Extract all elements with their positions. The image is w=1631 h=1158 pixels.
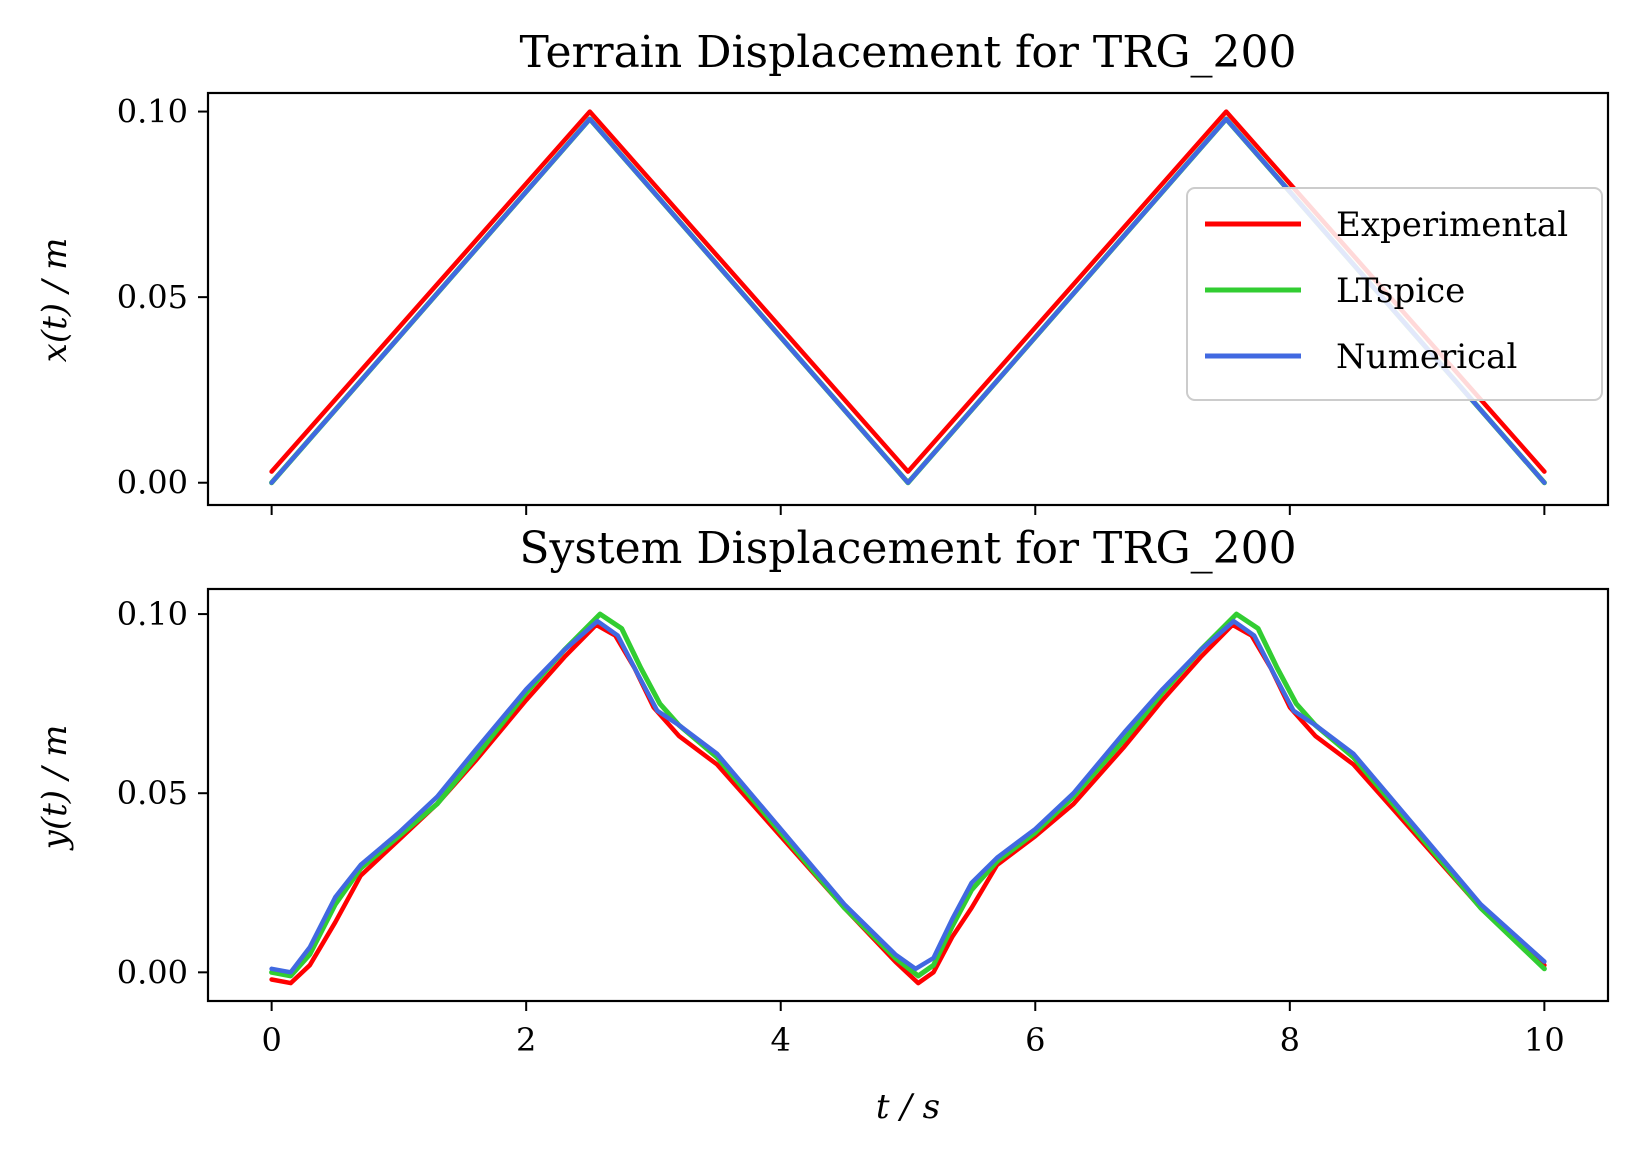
series-line-experimental bbox=[269, 622, 1547, 986]
x-tick-label: 10 bbox=[1524, 1021, 1565, 1059]
y-tick-label: 0.10 bbox=[117, 93, 188, 131]
legend-label-numerical: Numerical bbox=[1336, 337, 1517, 377]
y-tick-label: 0.05 bbox=[117, 774, 188, 812]
legend-box bbox=[1186, 187, 1603, 401]
terrain-axes-frame bbox=[206, 91, 1610, 507]
system-plot-area: 0 2 4 6 8 10 0.00 0.05 0.10 bbox=[117, 595, 1565, 1059]
legend-label-experimental: Experimental bbox=[1336, 205, 1568, 245]
series-line-numerical bbox=[269, 618, 1547, 975]
subplot-system: System Displacement for TRG_200 y(t) / m… bbox=[35, 523, 1610, 1127]
x-tick-label: 0 bbox=[261, 1021, 281, 1059]
y-tick-label: 0.00 bbox=[117, 464, 188, 502]
terrain-ylabel: x(t) / m bbox=[35, 238, 75, 363]
system-xlabel: t / s bbox=[876, 1087, 940, 1127]
x-tick-label: 6 bbox=[1025, 1021, 1045, 1059]
x-tick-label: 2 bbox=[516, 1021, 536, 1059]
system-title: System Displacement for TRG_200 bbox=[519, 523, 1296, 574]
system-ylabel: y(t) / m bbox=[35, 725, 75, 852]
terrain-title: Terrain Displacement for TRG_200 bbox=[520, 27, 1297, 78]
x-tick-label: 4 bbox=[771, 1021, 791, 1059]
legend: Experimental LTspice Numerical bbox=[1186, 187, 1603, 401]
y-tick-label: 0.00 bbox=[117, 953, 188, 991]
y-tick-label: 0.10 bbox=[117, 595, 188, 633]
series-line-ltspice bbox=[269, 611, 1547, 979]
x-tick-label: 8 bbox=[1280, 1021, 1300, 1059]
y-tick-label: 0.05 bbox=[117, 278, 188, 316]
legend-label-ltspice: LTspice bbox=[1336, 271, 1465, 311]
subplot-terrain: Terrain Displacement for TRG_200 x(t) / … bbox=[35, 27, 1610, 515]
system-axes-frame bbox=[206, 587, 1610, 1003]
